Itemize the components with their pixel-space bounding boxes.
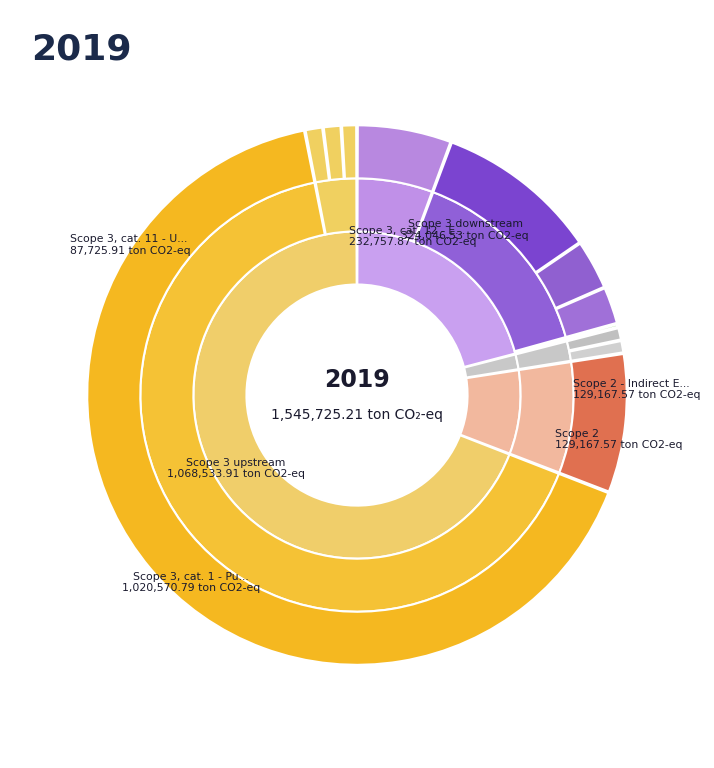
Wedge shape <box>415 192 565 351</box>
Wedge shape <box>567 328 621 350</box>
Wedge shape <box>556 288 617 337</box>
Text: Scope 2
129,167.57 ton CO2-eq: Scope 2 129,167.57 ton CO2-eq <box>555 429 683 450</box>
Text: Scope 3, cat. 11 - U...
87,725.91 ton CO2-eq: Scope 3, cat. 11 - U... 87,725.91 ton CO… <box>69 234 190 256</box>
Text: Scope 3 downstream
324,046.53 ton CO2-eq: Scope 3 downstream 324,046.53 ton CO2-eq <box>401 220 529 241</box>
Wedge shape <box>342 125 356 179</box>
Wedge shape <box>566 324 618 340</box>
Text: 1,545,725.21 ton CO₂-eq: 1,545,725.21 ton CO₂-eq <box>271 408 443 422</box>
Wedge shape <box>464 355 518 378</box>
Wedge shape <box>193 231 509 558</box>
Wedge shape <box>87 131 608 665</box>
Circle shape <box>246 284 468 505</box>
Text: Scope 2 - Indirect E...
129,167.57 ton CO2-eq: Scope 2 - Indirect E... 129,167.57 ton C… <box>573 379 700 400</box>
Wedge shape <box>357 231 516 367</box>
Text: Scope 3, cat. 1 - Pu...
1,020,570.79 ton CO2-eq: Scope 3, cat. 1 - Pu... 1,020,570.79 ton… <box>121 571 260 593</box>
Wedge shape <box>536 243 604 308</box>
Wedge shape <box>358 178 432 242</box>
Wedge shape <box>141 183 559 612</box>
Wedge shape <box>516 341 571 369</box>
Wedge shape <box>510 362 573 472</box>
Text: 2019: 2019 <box>31 32 131 67</box>
Text: Scope 3, cat. 12 - E...
232,757.87 ton CO2-eq: Scope 3, cat. 12 - E... 232,757.87 ton C… <box>349 226 477 247</box>
Wedge shape <box>306 127 329 182</box>
Wedge shape <box>559 354 627 492</box>
Wedge shape <box>433 143 579 273</box>
Text: 2019: 2019 <box>324 368 390 392</box>
Wedge shape <box>316 178 356 234</box>
Text: Scope 3 upstream
1,068,533.91 ton CO2-eq: Scope 3 upstream 1,068,533.91 ton CO2-eq <box>167 458 305 479</box>
Wedge shape <box>569 341 623 361</box>
Wedge shape <box>358 125 451 192</box>
Wedge shape <box>461 370 521 454</box>
Wedge shape <box>515 338 567 353</box>
Wedge shape <box>323 126 343 180</box>
